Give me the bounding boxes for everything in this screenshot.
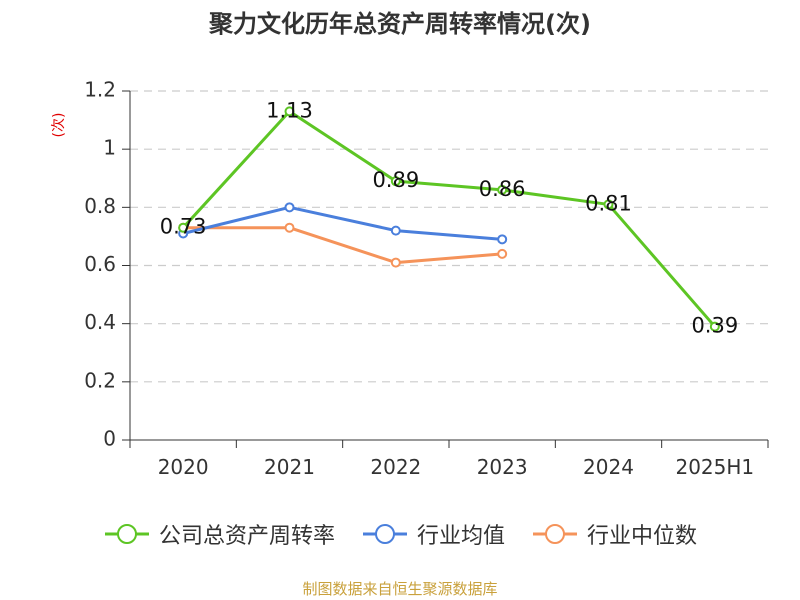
data-label: 0.89 bbox=[372, 168, 419, 192]
y-tick-label: 0.8 bbox=[84, 194, 116, 218]
source-note: 制图数据来自恒生聚源数据库 bbox=[302, 580, 498, 598]
data-point bbox=[390, 225, 401, 236]
chart-title: 聚力文化历年总资产周转率情况(次) bbox=[209, 10, 591, 38]
data-point bbox=[497, 234, 508, 245]
x-tick-label: 2020 bbox=[158, 455, 209, 479]
data-point bbox=[284, 106, 295, 117]
x-tick-label: 2022 bbox=[370, 455, 421, 479]
data-point bbox=[284, 202, 295, 213]
data-label: 0.86 bbox=[479, 177, 526, 201]
legend-item[interactable]: 公司总资产周转率 bbox=[103, 518, 335, 550]
y-tick-label: 1 bbox=[103, 136, 116, 160]
series-line bbox=[182, 109, 716, 328]
legend-marker-icon bbox=[362, 524, 407, 544]
data-label: 0.39 bbox=[691, 314, 738, 338]
data-point bbox=[497, 184, 508, 195]
legend-marker-icon bbox=[533, 524, 577, 544]
legend-item[interactable]: 行业中位数 bbox=[531, 518, 697, 550]
data-label: 0.81 bbox=[585, 191, 632, 215]
x-tick-label: 2021 bbox=[264, 455, 315, 479]
legend-item[interactable]: 行业均值 bbox=[361, 518, 505, 550]
y-tick-label: 0.2 bbox=[84, 368, 116, 392]
data-point bbox=[178, 222, 189, 233]
legend-label: 行业均值 bbox=[416, 524, 505, 549]
data-label-layer: 0.73 1.13 0.89 0.86 0.81 0.39 bbox=[160, 98, 738, 337]
legend-label: 公司总资产周转率 bbox=[158, 524, 335, 549]
series-line bbox=[182, 205, 503, 241]
series-line bbox=[183, 226, 503, 265]
data-point bbox=[284, 222, 295, 233]
x-tick-label: 2025H1 bbox=[675, 455, 754, 479]
series-layer bbox=[178, 106, 720, 332]
legend-label: 行业中位数 bbox=[587, 524, 698, 549]
data-point bbox=[603, 199, 614, 210]
x-tick-label: 2023 bbox=[477, 455, 528, 479]
y-tick-label: 0 bbox=[103, 427, 116, 451]
data-point bbox=[709, 321, 720, 332]
legend: 公司总资产周转率 行业均值 行业中位数 bbox=[0, 518, 800, 550]
legend-marker-icon bbox=[104, 524, 149, 544]
data-label: 1.13 bbox=[266, 98, 313, 122]
data-point bbox=[497, 248, 508, 259]
data-point bbox=[390, 176, 401, 187]
x-tick-label: 2024 bbox=[583, 455, 634, 479]
y-tick-label: 0.6 bbox=[84, 252, 116, 276]
data-label: 0.73 bbox=[160, 215, 207, 239]
data-point bbox=[390, 257, 401, 268]
y-tick-label: 1.2 bbox=[84, 78, 116, 102]
y-tick-label: 0.4 bbox=[84, 310, 116, 334]
